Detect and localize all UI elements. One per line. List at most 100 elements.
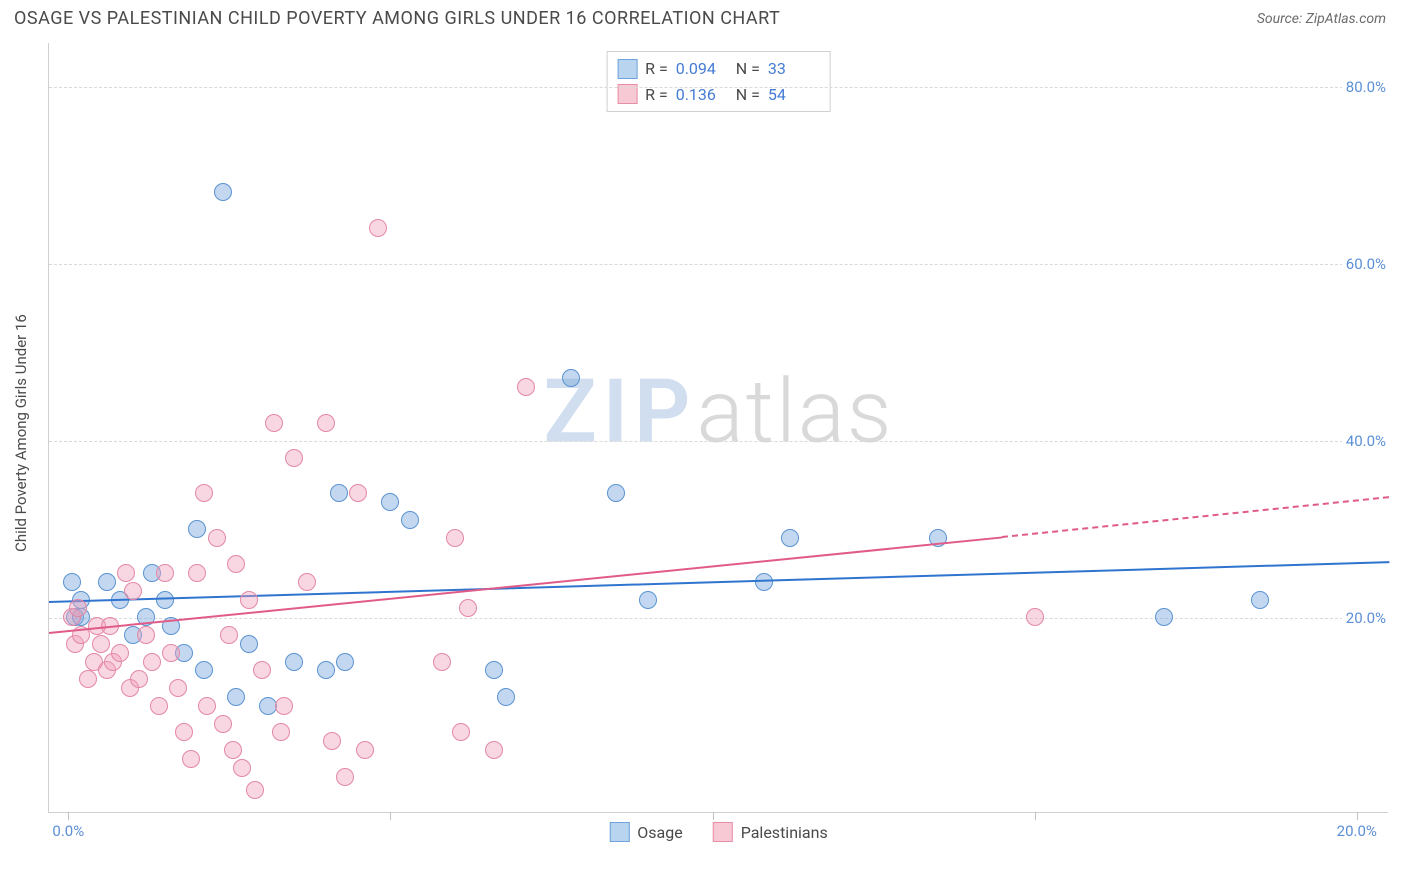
data-point <box>246 781 264 799</box>
data-point <box>162 644 180 662</box>
x-tick <box>1357 812 1358 820</box>
n-value-palestinians: 54 <box>768 82 820 108</box>
gridline <box>49 87 1388 88</box>
data-point <box>233 759 251 777</box>
stats-legend: R = 0.094 N = 33 R = 0.136 N = 54 <box>606 51 831 112</box>
r-value-osage: 0.094 <box>676 56 728 82</box>
chart-source: Source: ZipAtlas.com <box>1257 11 1386 27</box>
data-point <box>639 591 657 609</box>
x-tick <box>1035 812 1036 820</box>
data-point <box>285 653 303 671</box>
watermark-atlas: atlas <box>696 361 893 464</box>
data-point <box>224 741 242 759</box>
data-point <box>1155 608 1173 626</box>
data-point <box>298 573 316 591</box>
chart-header: OSAGE VS PALESTINIAN CHILD POVERTY AMONG… <box>0 0 1406 33</box>
r-label: R = <box>645 56 668 82</box>
n-label: N = <box>736 82 760 108</box>
data-point <box>356 741 374 759</box>
data-point <box>330 484 348 502</box>
n-label: N = <box>736 56 760 82</box>
data-point <box>79 670 97 688</box>
data-point <box>156 564 174 582</box>
data-point <box>195 484 213 502</box>
data-point <box>562 369 580 387</box>
data-point <box>111 644 129 662</box>
data-point <box>240 635 258 653</box>
data-point <box>227 555 245 573</box>
chart-title: OSAGE VS PALESTINIAN CHILD POVERTY AMONG… <box>14 8 780 29</box>
y-tick-label: 40.0% <box>1342 432 1390 450</box>
source-name: ZipAtlas.com <box>1306 11 1386 27</box>
stats-row-osage: R = 0.094 N = 33 <box>617 56 820 82</box>
data-point <box>182 750 200 768</box>
x-tick <box>713 812 714 820</box>
gridline <box>49 441 1388 442</box>
x-tick-label: 20.0% <box>1337 822 1377 840</box>
data-point <box>1251 591 1269 609</box>
stats-row-palestinians: R = 0.136 N = 54 <box>617 82 820 108</box>
data-point <box>272 723 290 741</box>
x-tick <box>390 812 391 820</box>
data-point <box>214 183 232 201</box>
data-point <box>517 378 535 396</box>
source-label: Source: <box>1257 11 1306 27</box>
data-point <box>401 511 419 529</box>
data-point <box>195 661 213 679</box>
legend-item-palestinians: Palestinians <box>713 822 828 842</box>
data-point <box>175 723 193 741</box>
series-legend: Osage Palestinians <box>609 822 827 842</box>
data-point <box>98 573 116 591</box>
data-point <box>369 219 387 237</box>
data-point <box>188 520 206 538</box>
data-point <box>275 697 293 715</box>
data-point <box>485 741 503 759</box>
data-point <box>285 449 303 467</box>
data-point <box>433 653 451 671</box>
data-point <box>92 635 110 653</box>
data-point <box>446 529 464 547</box>
data-point <box>137 626 155 644</box>
data-point <box>336 768 354 786</box>
y-axis-label: Child Poverty Among Girls Under 16 <box>12 314 30 552</box>
data-point <box>124 582 142 600</box>
x-tick-label: 0.0% <box>52 822 84 840</box>
gridline <box>49 264 1388 265</box>
data-point <box>459 599 477 617</box>
data-point <box>381 493 399 511</box>
watermark: ZIPatlas <box>543 361 893 464</box>
data-point <box>208 529 226 547</box>
data-point <box>253 661 271 679</box>
data-point <box>117 564 135 582</box>
y-tick-label: 60.0% <box>1342 255 1390 273</box>
data-point <box>227 688 245 706</box>
data-point <box>220 626 238 644</box>
plot-area: ZIPatlas R = 0.094 N = 33 R = 0.136 N = … <box>48 43 1388 813</box>
data-point <box>497 688 515 706</box>
data-point <box>485 661 503 679</box>
data-point <box>349 484 367 502</box>
data-point <box>240 591 258 609</box>
trend-line <box>1002 496 1389 538</box>
legend-swatch-osage <box>617 59 637 79</box>
gridline <box>49 618 1388 619</box>
legend-marker-osage <box>609 822 629 842</box>
legend-label-palestinians: Palestinians <box>741 823 828 842</box>
data-point <box>188 564 206 582</box>
data-point <box>265 414 283 432</box>
data-point <box>69 599 87 617</box>
legend-label-osage: Osage <box>637 823 682 842</box>
data-point <box>169 679 187 697</box>
n-value-osage: 33 <box>768 56 820 82</box>
data-point <box>452 723 470 741</box>
data-point <box>63 573 81 591</box>
data-point <box>214 715 232 733</box>
data-point <box>607 484 625 502</box>
data-point <box>1026 608 1044 626</box>
legend-item-osage: Osage <box>609 822 682 842</box>
chart-container: Child Poverty Among Girls Under 16 ZIPat… <box>0 33 1406 883</box>
data-point <box>198 697 216 715</box>
r-label: R = <box>645 82 668 108</box>
data-point <box>317 661 335 679</box>
data-point <box>781 529 799 547</box>
